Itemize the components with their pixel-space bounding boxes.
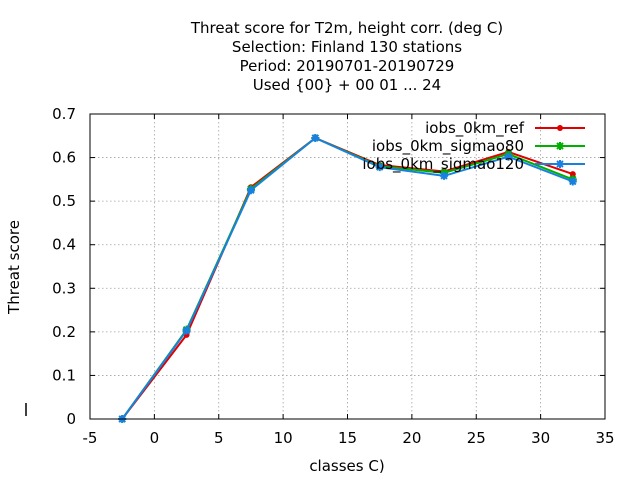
y-tick-label: 0.6	[52, 149, 76, 167]
data-point	[556, 142, 564, 150]
x-tick-label: 20	[402, 429, 421, 447]
x-tick-label: 35	[595, 429, 614, 447]
data-point	[182, 326, 191, 335]
legend-entry: iobs_0km_sigmao80	[372, 137, 585, 156]
title-line: Used {00} + 00 01 ... 24	[253, 76, 441, 94]
y-tick-label: 0.1	[52, 366, 76, 384]
grid	[90, 114, 605, 419]
data-point	[568, 177, 577, 186]
x-axis-label: classes C)	[309, 457, 384, 475]
y-tick-label: 0.2	[52, 323, 76, 341]
x-tick-label: 10	[274, 429, 293, 447]
data-point	[556, 160, 564, 168]
data-point	[440, 171, 449, 180]
series-line	[121, 136, 574, 420]
x-tick-label: 5	[214, 429, 224, 447]
data-point	[311, 133, 320, 142]
y-tick-label: 0	[66, 410, 76, 428]
data-point	[504, 152, 513, 161]
x-tick-label: -5	[83, 429, 98, 447]
title-line: Period: 20190701-20190729	[240, 57, 455, 75]
x-tick-label: 0	[150, 429, 160, 447]
legend-label: iobs_0km_ref	[425, 119, 525, 138]
x-tick-label: 25	[467, 429, 486, 447]
data-point	[246, 186, 255, 195]
x-tick-label: 15	[338, 429, 357, 447]
x-tick-label: 30	[531, 429, 550, 447]
axis-ticks: -5 0 5 10 15 20 25 30 35 0 0.1 0.2 0.3 0.4 0.5 0.6 0.7	[52, 105, 614, 447]
y-tick-label: 0.7	[52, 105, 76, 123]
data-point	[375, 163, 384, 172]
title-line: Threat score for T2m, height corr. (deg …	[190, 19, 503, 37]
y-axis-label: Threat score	[5, 220, 23, 315]
y-tick-label: 0.5	[52, 192, 76, 210]
legend-entry: iobs_0km_ref	[425, 119, 585, 138]
data-point	[569, 171, 576, 178]
y-tick-label: 0.4	[52, 236, 76, 254]
chart-title: Threat score for T2m, height corr. (deg …	[190, 19, 503, 94]
y-tick-label: 0.3	[52, 279, 76, 297]
legend-label: iobs_0km_sigmao120	[362, 155, 524, 174]
legend: iobs_0km_refiobs_0km_sigmao80iobs_0km_si…	[362, 119, 585, 174]
legend-entry: iobs_0km_sigmao120	[362, 155, 585, 174]
data-point	[557, 125, 563, 131]
legend-label: iobs_0km_sigmao80	[372, 137, 524, 156]
title-line: Selection: Finland 130 stations	[232, 38, 462, 56]
